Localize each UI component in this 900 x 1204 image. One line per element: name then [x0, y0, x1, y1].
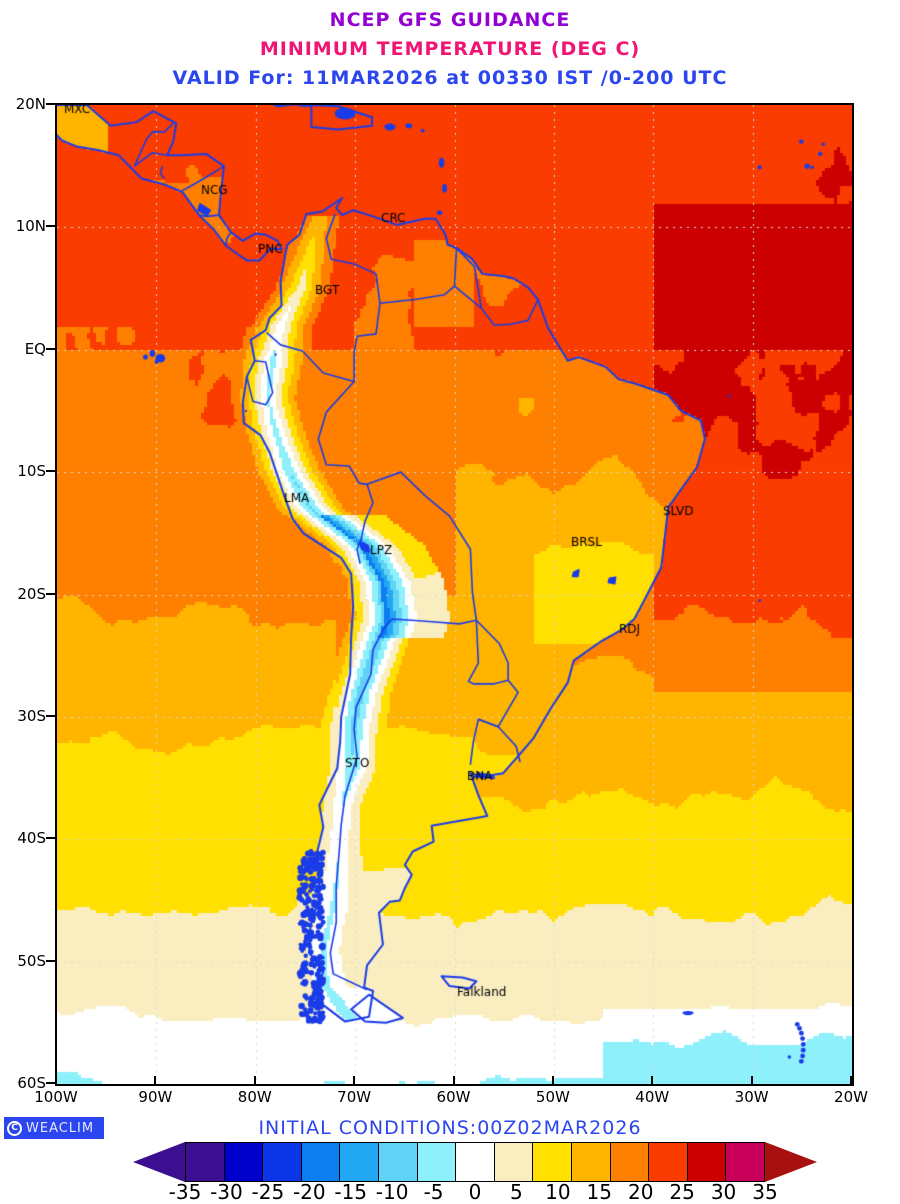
- latitude-tick-label: EQ: [0, 340, 46, 358]
- colorbar-segment: [455, 1142, 495, 1182]
- map-plot-area[interactable]: [55, 103, 854, 1086]
- latitude-tick-mark: [46, 470, 55, 472]
- longitude-tick-mark: [751, 1076, 753, 1085]
- colorbar-segment: [301, 1142, 341, 1182]
- colorbar-segments: [185, 1142, 765, 1182]
- colorbar-segment: [417, 1142, 457, 1182]
- latitude-tick-label: 40S: [0, 829, 46, 847]
- colorbar-segment: [648, 1142, 688, 1182]
- longitude-tick-label: 20W: [821, 1088, 881, 1106]
- longitude-tick-mark: [154, 1076, 156, 1085]
- longitude-tick-label: 50W: [523, 1088, 583, 1106]
- latitude-tick-mark: [46, 1082, 55, 1084]
- colorbar-segment: [185, 1142, 225, 1182]
- longitude-tick-label: 100W: [26, 1088, 86, 1106]
- latitude-tick-mark: [46, 715, 55, 717]
- colorbar-segment: [725, 1142, 765, 1182]
- latitude-tick-mark: [46, 348, 55, 350]
- longitude-tick-label: 30W: [722, 1088, 782, 1106]
- temperature-heatmap-canvas[interactable]: [57, 105, 852, 1084]
- longitude-tick-label: 60W: [424, 1088, 484, 1106]
- latitude-tick-mark: [46, 960, 55, 962]
- longitude-tick-label: 80W: [225, 1088, 285, 1106]
- colorbar-segment: [494, 1142, 534, 1182]
- latitude-tick-label: 30S: [0, 707, 46, 725]
- longitude-tick-label: 90W: [125, 1088, 185, 1106]
- weaclim-logo-text: WEACLIM: [26, 1121, 94, 1136]
- colorbar-segment: [378, 1142, 418, 1182]
- colorbar-segment: [532, 1142, 572, 1182]
- longitude-tick-label: 40W: [622, 1088, 682, 1106]
- colorbar-over-arrow: [765, 1142, 817, 1182]
- copyright-icon: C: [7, 1121, 22, 1136]
- longitude-tick-mark: [453, 1076, 455, 1085]
- latitude-tick-label: 20S: [0, 585, 46, 603]
- latitude-tick-label: 10S: [0, 462, 46, 480]
- weaclim-logo: C WEACLIM: [4, 1117, 104, 1139]
- longitude-tick-mark: [254, 1076, 256, 1085]
- colorbar-segment: [571, 1142, 611, 1182]
- colorbar: [133, 1142, 817, 1182]
- valid-time-label: VALID For: 11MAR2026 at 00330 IST /0-200…: [0, 67, 900, 89]
- colorbar-segment: [610, 1142, 650, 1182]
- colorbar-under-arrow: [133, 1142, 185, 1182]
- longitude-tick-mark: [850, 1076, 852, 1085]
- colorbar-segment: [339, 1142, 379, 1182]
- latitude-tick-mark: [46, 593, 55, 595]
- initial-conditions-label: INITIAL CONDITIONS:00Z02MAR2026: [0, 1117, 900, 1139]
- longitude-tick-mark: [353, 1076, 355, 1085]
- longitude-tick-mark: [651, 1076, 653, 1085]
- colorbar-segment: [224, 1142, 264, 1182]
- latitude-tick-label: 20N: [0, 95, 46, 113]
- latitude-tick-mark: [46, 103, 55, 105]
- colorbar-segment: [262, 1142, 302, 1182]
- longitude-tick-mark: [55, 1076, 57, 1085]
- longitude-tick-mark: [552, 1076, 554, 1085]
- latitude-tick-mark: [46, 225, 55, 227]
- colorbar-segment: [687, 1142, 727, 1182]
- longitude-tick-label: 70W: [324, 1088, 384, 1106]
- colorbar-tick: 35: [740, 1180, 790, 1204]
- chart-subtitle: MINIMUM TEMPERATURE (DEG C): [0, 38, 900, 60]
- latitude-tick-mark: [46, 837, 55, 839]
- page-title: NCEP GFS GUIDANCE: [0, 9, 900, 31]
- latitude-tick-label: 50S: [0, 952, 46, 970]
- latitude-tick-label: 10N: [0, 217, 46, 235]
- colorbar-tick-labels: -35 -30 -25 -20 -15 -10 -5 0 5 10 15 20 25 30 35: [133, 1180, 817, 1204]
- chart-title-block: NCEP GFS GUIDANCE MINIMUM TEMPERATURE (D…: [0, 0, 900, 89]
